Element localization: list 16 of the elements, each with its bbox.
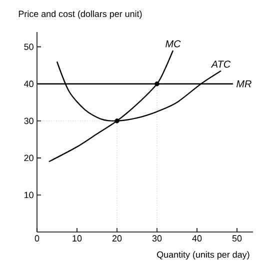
y-tick-label: 50 bbox=[24, 44, 34, 50]
y-tick-label: 30 bbox=[24, 118, 34, 124]
y-tick-label: 10 bbox=[24, 192, 34, 198]
x-tick-label: 30 bbox=[152, 235, 162, 242]
y-tick-label: 20 bbox=[24, 154, 34, 162]
x-axis-title: Quantity (units per day) bbox=[157, 251, 250, 260]
x-tick-label: 0 bbox=[34, 235, 40, 242]
x-tick-label: 50 bbox=[232, 235, 242, 242]
x-tick-label: 20 bbox=[112, 235, 122, 242]
series-label: MR bbox=[236, 80, 252, 88]
x-tick-label: 40 bbox=[192, 235, 202, 242]
y-axis-title: Price and cost (dollars per unit) bbox=[18, 10, 142, 19]
x-tick-label: 10 bbox=[72, 235, 82, 242]
series-label: MC bbox=[166, 40, 181, 48]
series-label: ATC bbox=[210, 60, 231, 68]
y-tick-label: 40 bbox=[24, 80, 34, 88]
